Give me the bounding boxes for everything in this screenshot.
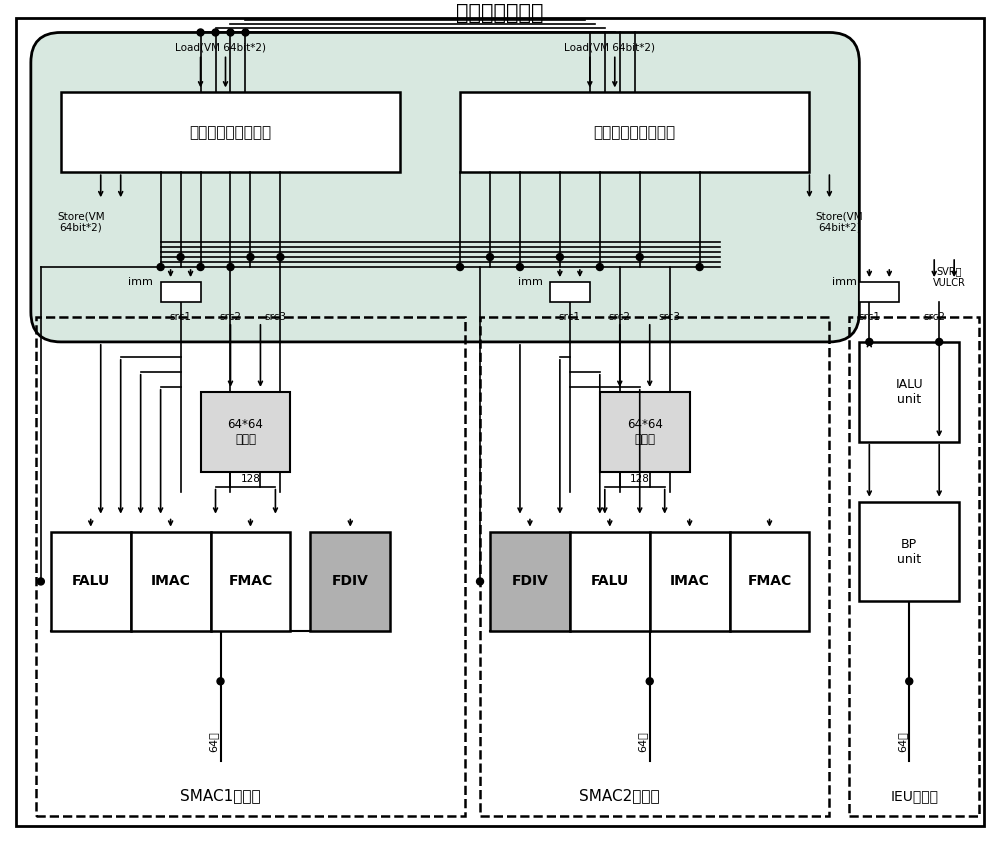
Text: 64*64
乘法器: 64*64 乘法器 [228, 418, 263, 446]
Text: Load(VM 64bit*2): Load(VM 64bit*2) [175, 42, 266, 52]
Circle shape [37, 578, 44, 585]
Text: src2: src2 [923, 312, 945, 322]
Text: 64位: 64位 [638, 731, 648, 752]
Text: src2: src2 [219, 312, 241, 322]
Circle shape [636, 254, 643, 261]
Bar [849, 317, 979, 816]
Bar [650, 532, 730, 632]
Text: 标量寄存器文件: 标量寄存器文件 [456, 3, 544, 23]
Circle shape [696, 263, 703, 271]
Bar [859, 342, 959, 442]
Text: 寄存器文件（奇体）: 寄存器文件（奇体） [189, 124, 272, 140]
Circle shape [487, 254, 494, 261]
Bar [490, 532, 570, 632]
Text: imm: imm [518, 277, 542, 287]
Circle shape [157, 263, 164, 271]
Text: src2: src2 [609, 312, 631, 322]
Text: src1: src1 [170, 312, 192, 322]
Text: FMAC: FMAC [228, 574, 273, 589]
Circle shape [197, 29, 204, 36]
Bar [201, 392, 290, 472]
Circle shape [197, 263, 204, 271]
Circle shape [277, 254, 284, 261]
Text: Load(VM 64bit*2): Load(VM 64bit*2) [564, 42, 655, 52]
Text: SMAC2流水线: SMAC2流水线 [579, 789, 660, 804]
Circle shape [457, 263, 464, 271]
Text: BP
unit: BP unit [897, 537, 921, 565]
Text: FALU: FALU [72, 574, 110, 589]
Text: IMAC: IMAC [151, 574, 191, 589]
Text: imm: imm [832, 277, 857, 287]
Circle shape [247, 254, 254, 261]
Circle shape [242, 29, 249, 36]
Text: FMAC: FMAC [747, 574, 792, 589]
Text: src1: src1 [559, 312, 581, 322]
Text: 寄存器文件（偶体）: 寄存器文件（偶体） [594, 124, 676, 140]
Bar [570, 532, 650, 632]
Bar [51, 532, 131, 632]
Text: src1: src1 [858, 312, 880, 322]
Bar [859, 282, 899, 302]
Circle shape [906, 678, 913, 685]
Circle shape [477, 578, 484, 585]
Circle shape [556, 254, 563, 261]
Text: 128: 128 [630, 473, 650, 484]
Bar [211, 532, 290, 632]
Circle shape [866, 338, 873, 346]
Text: imm: imm [128, 277, 153, 287]
Text: 64*64
乘法器: 64*64 乘法器 [627, 418, 663, 446]
Text: Store(VM
64bit*2): Store(VM 64bit*2) [57, 211, 105, 233]
Text: 128: 128 [241, 473, 260, 484]
Bar [61, 93, 400, 172]
Bar [600, 392, 690, 472]
Text: 64位: 64位 [897, 731, 907, 752]
Text: IEU流水线: IEU流水线 [890, 789, 938, 803]
Text: src3: src3 [659, 312, 681, 322]
Circle shape [516, 263, 523, 271]
Text: 64位: 64位 [209, 731, 219, 752]
Text: IMAC: IMAC [670, 574, 710, 589]
Circle shape [936, 338, 943, 346]
Bar [310, 532, 390, 632]
Bar [550, 282, 590, 302]
Bar [480, 317, 829, 816]
Circle shape [646, 678, 653, 685]
Circle shape [227, 263, 234, 271]
Bar [859, 501, 959, 601]
Text: Store(VM
64bit*2): Store(VM 64bit*2) [816, 211, 863, 233]
Text: FDIV: FDIV [512, 574, 548, 589]
Text: FALU: FALU [591, 574, 629, 589]
Circle shape [212, 29, 219, 36]
Bar [36, 317, 465, 816]
FancyBboxPatch shape [31, 33, 859, 342]
Bar [161, 282, 201, 302]
Bar [730, 532, 809, 632]
Text: src3: src3 [264, 312, 286, 322]
Text: IALU
unit: IALU unit [895, 378, 923, 406]
Circle shape [177, 254, 184, 261]
Text: SMAC1流水线: SMAC1流水线 [180, 789, 261, 804]
Text: SVR、
VULCR: SVR、 VULCR [933, 267, 966, 288]
Circle shape [217, 678, 224, 685]
Circle shape [596, 263, 603, 271]
Bar [131, 532, 211, 632]
Text: FDIV: FDIV [332, 574, 369, 589]
Circle shape [227, 29, 234, 36]
Bar [460, 93, 809, 172]
